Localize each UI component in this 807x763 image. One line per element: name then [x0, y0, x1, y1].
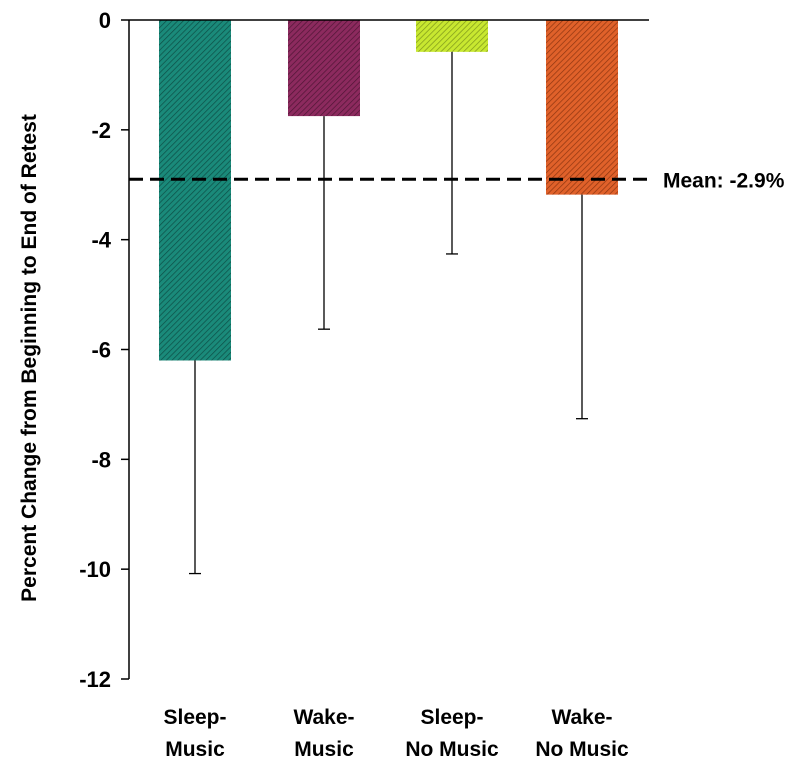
- x-tick-label-line2: No Music: [405, 738, 499, 761]
- y-tick-label: 0: [99, 8, 111, 33]
- mean-reference: Mean: -2.9%: [129, 169, 785, 192]
- x-tick-label-line1: Sleep-: [420, 706, 483, 729]
- error-bar: [189, 360, 201, 575]
- x-tick-label-line1: Wake-: [551, 706, 612, 729]
- bar: [546, 20, 618, 195]
- y-axis-label: Percent Change from Beginning to End of …: [18, 114, 41, 602]
- y-tick-label: -12: [79, 667, 111, 692]
- x-axis-labels: Sleep- Music Wake- Music Sleep- No Music Wake-…: [163, 706, 629, 761]
- bar: [288, 20, 360, 117]
- y-tick-label: -8: [91, 447, 111, 472]
- y-tick-label: -4: [91, 228, 111, 253]
- bar: [416, 20, 488, 52]
- error-bars: [189, 51, 588, 575]
- x-tick-label-line2: Music: [165, 738, 225, 761]
- bars: [159, 20, 618, 361]
- x-tick-label-line1: Sleep-: [163, 706, 226, 729]
- y-tick-label: -10: [79, 557, 111, 582]
- y-tick-label: -6: [91, 338, 111, 363]
- error-bar: [318, 116, 330, 330]
- y-tick-label: -2: [91, 118, 111, 143]
- mean-reference-label: Mean: -2.9%: [663, 169, 785, 192]
- bar: [159, 20, 231, 361]
- error-bar: [576, 194, 588, 420]
- x-tick-label-line2: Music: [294, 738, 354, 761]
- y-axis-ticks: 0 -2 -4 -6 -8 -10 -12: [79, 8, 129, 692]
- error-bar: [446, 51, 458, 255]
- x-tick-label-line2: No Music: [535, 738, 629, 761]
- x-tick-label-line1: Wake-: [293, 706, 354, 729]
